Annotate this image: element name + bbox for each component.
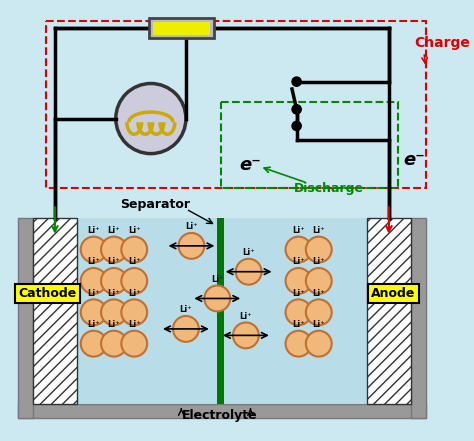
Circle shape [81, 331, 107, 357]
Bar [411, 218, 426, 419]
Text: Li⁺: Li⁺ [87, 320, 100, 329]
Text: Li⁺: Li⁺ [292, 320, 305, 329]
Bar [18, 218, 33, 419]
Text: e⁻: e⁻ [403, 151, 425, 169]
Text: Li⁺: Li⁺ [128, 226, 141, 235]
Circle shape [81, 237, 107, 262]
Circle shape [204, 285, 230, 311]
Text: Li⁺: Li⁺ [312, 320, 325, 329]
Text: Li⁺: Li⁺ [128, 320, 141, 329]
Bar [149, 18, 214, 38]
Text: Li⁺: Li⁺ [108, 320, 120, 329]
Text: Li⁺: Li⁺ [242, 248, 255, 257]
Text: Anode: Anode [371, 288, 416, 300]
Circle shape [101, 237, 127, 262]
Text: Li⁺: Li⁺ [128, 257, 141, 266]
Text: Li⁺: Li⁺ [312, 226, 325, 235]
Text: Discharge: Discharge [294, 182, 364, 195]
Text: Li⁺: Li⁺ [87, 226, 100, 235]
Circle shape [173, 316, 199, 342]
Circle shape [292, 105, 301, 114]
Circle shape [121, 237, 147, 262]
Circle shape [285, 268, 311, 294]
Bar [221, 102, 398, 188]
Circle shape [116, 83, 186, 153]
Circle shape [292, 121, 301, 131]
Text: Li⁺: Li⁺ [185, 222, 198, 231]
Text: Li⁺: Li⁺ [292, 257, 305, 266]
Text: Li⁺: Li⁺ [312, 288, 325, 298]
Circle shape [81, 299, 107, 325]
Text: Li⁺: Li⁺ [87, 288, 100, 298]
Circle shape [236, 259, 262, 284]
Circle shape [101, 299, 127, 325]
Bar [367, 218, 411, 404]
Text: Li⁺: Li⁺ [128, 288, 141, 298]
Text: Li⁺: Li⁺ [108, 257, 120, 266]
Text: Separator: Separator [120, 198, 191, 211]
Text: Li⁺: Li⁺ [87, 257, 100, 266]
Text: Charge: Charge [414, 36, 470, 50]
Text: Li⁺: Li⁺ [108, 226, 120, 235]
Bar [33, 218, 411, 404]
Circle shape [81, 268, 107, 294]
Circle shape [121, 268, 147, 294]
Circle shape [285, 331, 311, 357]
Text: Li⁺: Li⁺ [211, 275, 224, 284]
Bar [217, 218, 224, 404]
Text: Li⁺: Li⁺ [292, 226, 305, 235]
Circle shape [285, 299, 311, 325]
Text: Li⁺: Li⁺ [180, 305, 192, 314]
Circle shape [292, 77, 301, 86]
Circle shape [101, 331, 127, 357]
Circle shape [306, 331, 332, 357]
Text: Li⁺: Li⁺ [108, 288, 120, 298]
Circle shape [306, 268, 332, 294]
Circle shape [121, 299, 147, 325]
Bar [46, 21, 426, 188]
Text: e⁻: e⁻ [240, 156, 261, 174]
Text: Li⁺: Li⁺ [239, 312, 252, 321]
Circle shape [179, 233, 204, 259]
Circle shape [306, 237, 332, 262]
Circle shape [101, 268, 127, 294]
Circle shape [121, 331, 147, 357]
Bar [33, 218, 77, 404]
Circle shape [233, 322, 259, 348]
Text: Electrolyte: Electrolyte [182, 409, 258, 422]
Circle shape [306, 299, 332, 325]
Text: Li⁺: Li⁺ [292, 288, 305, 298]
Text: Li⁺: Li⁺ [312, 257, 325, 266]
Circle shape [285, 237, 311, 262]
Bar [153, 22, 210, 34]
Text: Cathode: Cathode [18, 288, 77, 300]
Bar [18, 404, 426, 419]
